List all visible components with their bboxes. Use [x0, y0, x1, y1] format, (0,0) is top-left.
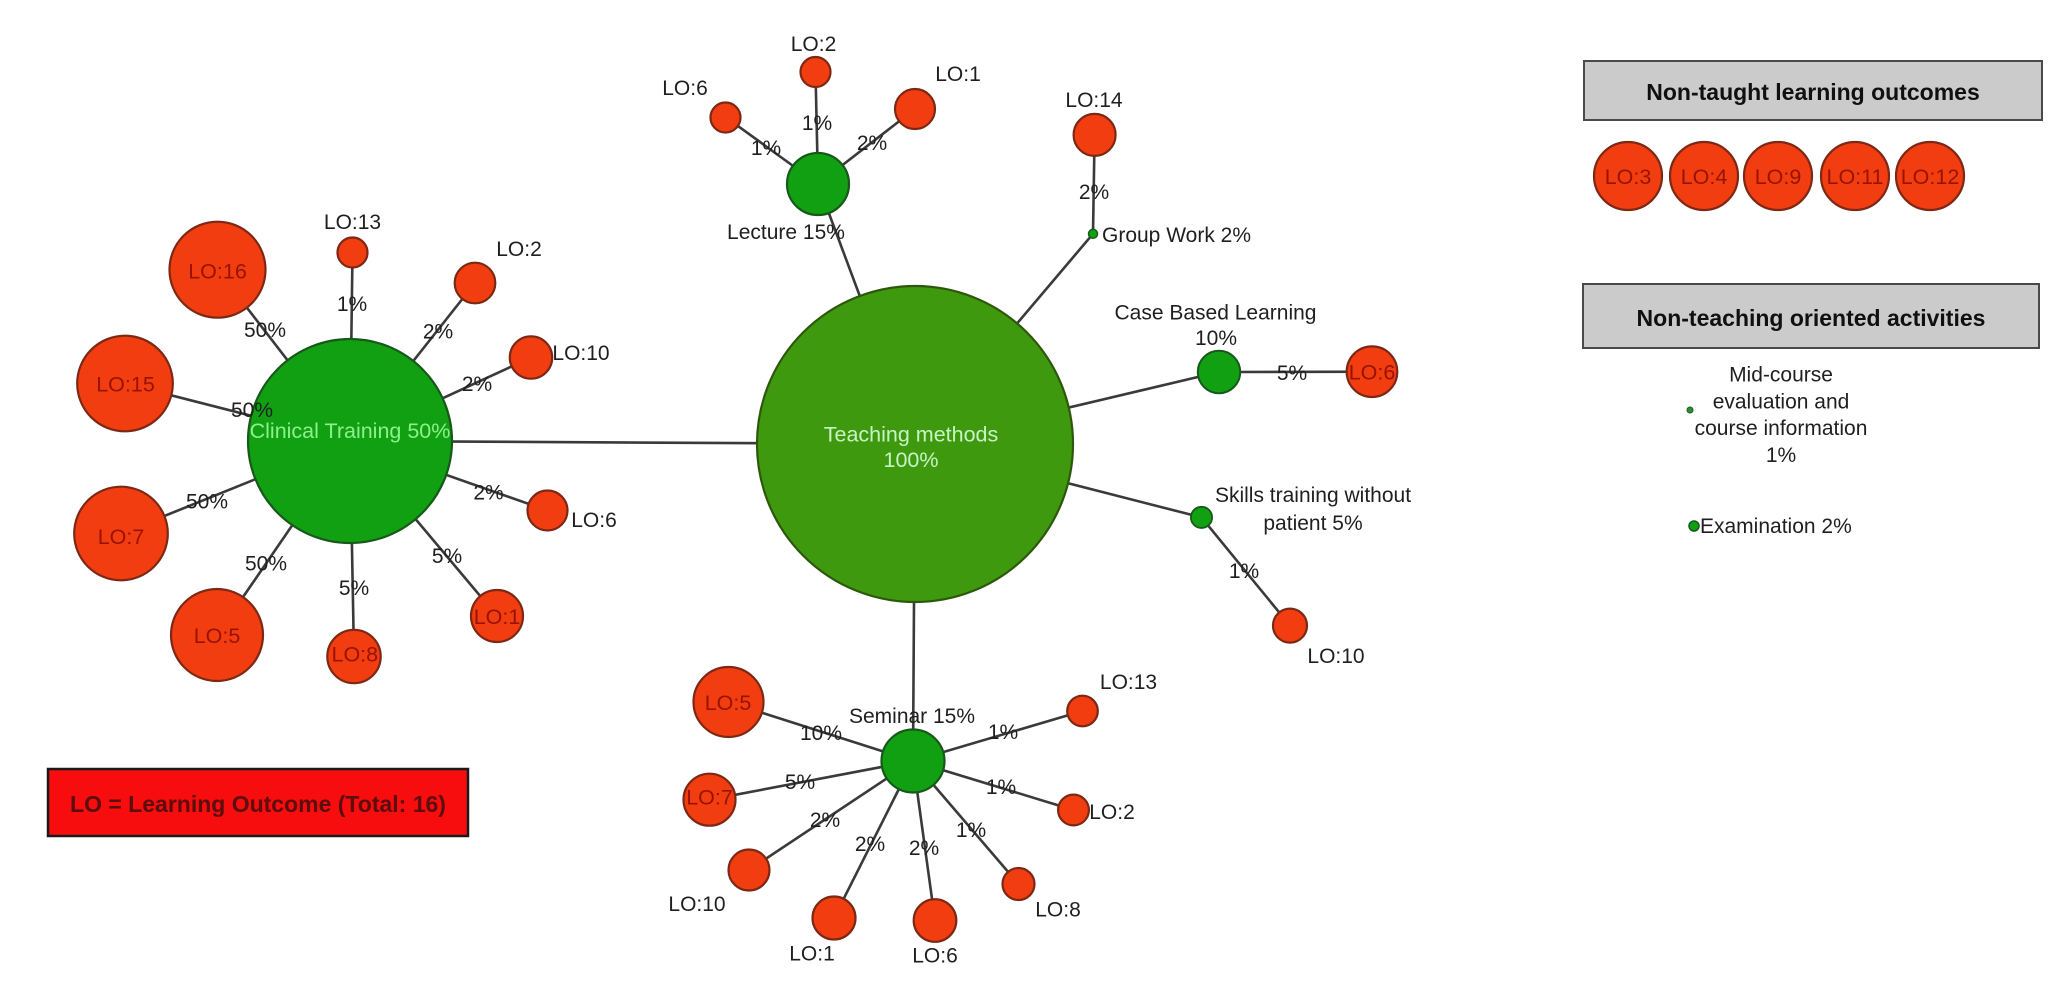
svg-text:2%: 2%	[855, 833, 885, 856]
svg-text:2%: 2%	[857, 132, 887, 155]
svg-text:LO:8: LO:8	[1035, 899, 1081, 922]
svg-text:LO:1: LO:1	[474, 605, 521, 629]
svg-text:LO:5: LO:5	[194, 624, 241, 648]
svg-text:LO:5: LO:5	[705, 691, 752, 715]
svg-text:LO:10: LO:10	[552, 342, 609, 365]
svg-text:50%: 50%	[186, 491, 228, 514]
svg-text:Examination 2%: Examination 2%	[1700, 515, 1852, 538]
svg-text:Clinical Training 50%: Clinical Training 50%	[250, 419, 451, 443]
svg-text:50%: 50%	[244, 319, 286, 342]
svg-text:1%: 1%	[337, 293, 367, 316]
svg-text:50%: 50%	[231, 399, 273, 422]
svg-text:LO:3: LO:3	[1605, 165, 1652, 189]
svg-text:LO:13: LO:13	[324, 211, 381, 234]
svg-text:LO:4: LO:4	[1681, 165, 1728, 189]
svg-text:LO:6: LO:6	[571, 509, 617, 532]
svg-text:LO:8: LO:8	[331, 643, 378, 667]
svg-text:LO:7: LO:7	[98, 525, 145, 549]
svg-text:2%: 2%	[462, 373, 492, 396]
svg-text:LO:13: LO:13	[1100, 671, 1157, 694]
svg-text:1%: 1%	[1766, 444, 1796, 467]
svg-text:Non-taught learning outcomes: Non-taught learning outcomes	[1646, 79, 1980, 105]
svg-text:Lecture 15%: Lecture 15%	[727, 221, 845, 244]
svg-text:5%: 5%	[432, 545, 462, 568]
svg-text:LO:16: LO:16	[188, 260, 247, 284]
svg-text:Group Work 2%: Group Work 2%	[1102, 224, 1251, 247]
svg-text:LO:7: LO:7	[686, 786, 733, 810]
svg-text:1%: 1%	[802, 112, 832, 135]
svg-text:10%: 10%	[800, 722, 842, 745]
svg-text:LO:11: LO:11	[1827, 165, 1884, 189]
svg-text:1%: 1%	[988, 721, 1018, 744]
svg-text:LO:6: LO:6	[662, 77, 708, 100]
svg-text:LO:2: LO:2	[1089, 801, 1135, 824]
svg-text:5%: 5%	[785, 771, 815, 794]
svg-text:LO:15: LO:15	[96, 373, 155, 397]
svg-text:10%: 10%	[1195, 327, 1237, 350]
svg-text:1%: 1%	[751, 137, 781, 160]
svg-text:LO:1: LO:1	[789, 943, 835, 966]
svg-text:LO = Learning Outcome (Total:: LO = Learning Outcome (Total: 16)	[70, 791, 446, 817]
svg-text:Case Based Learning: Case Based Learning	[1115, 302, 1317, 325]
svg-text:Mid-course: Mid-course	[1729, 364, 1833, 387]
svg-text:1%: 1%	[956, 819, 986, 842]
svg-text:Teaching methods: Teaching methods	[824, 423, 999, 447]
svg-text:1%: 1%	[1229, 560, 1259, 583]
svg-text:LO:10: LO:10	[668, 893, 725, 916]
svg-text:50%: 50%	[245, 553, 287, 576]
svg-text:patient 5%: patient 5%	[1263, 512, 1362, 535]
svg-text:LO:10: LO:10	[1307, 645, 1364, 668]
svg-text:Non-teaching oriented activiti: Non-teaching oriented activities	[1637, 305, 1986, 331]
svg-text:LO:12: LO:12	[1901, 165, 1960, 189]
svg-text:LO:9: LO:9	[1755, 165, 1802, 189]
svg-text:100%: 100%	[884, 448, 939, 472]
svg-text:LO:6: LO:6	[912, 945, 958, 968]
svg-text:2%: 2%	[1079, 181, 1109, 204]
svg-text:evaluation and: evaluation and	[1713, 391, 1850, 414]
svg-text:Skills training without: Skills training without	[1215, 484, 1411, 507]
svg-text:LO:6: LO:6	[1349, 361, 1396, 385]
svg-text:LO:2: LO:2	[791, 33, 837, 56]
svg-text:2%: 2%	[909, 837, 939, 860]
svg-text:LO:1: LO:1	[935, 63, 981, 86]
svg-text:LO:14: LO:14	[1065, 89, 1123, 112]
svg-text:course information: course information	[1695, 417, 1868, 440]
svg-text:LO:2: LO:2	[496, 238, 542, 261]
svg-text:Seminar 15%: Seminar 15%	[849, 705, 975, 728]
svg-text:1%: 1%	[986, 776, 1016, 799]
svg-text:5%: 5%	[1277, 362, 1307, 385]
svg-text:2%: 2%	[473, 482, 503, 505]
svg-text:5%: 5%	[339, 577, 369, 600]
svg-text:2%: 2%	[810, 809, 840, 832]
svg-text:2%: 2%	[423, 321, 453, 344]
